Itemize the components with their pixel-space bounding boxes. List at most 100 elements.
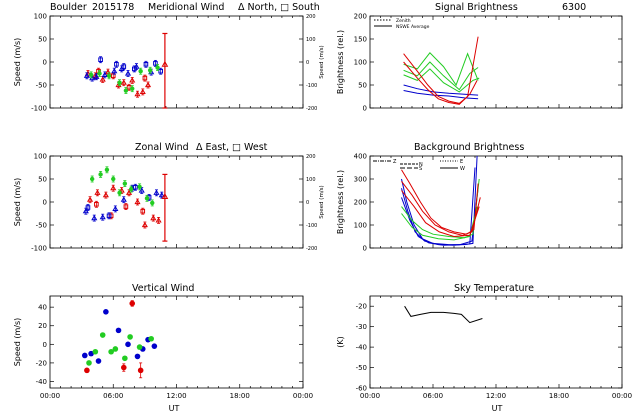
zonal-point — [158, 191, 165, 198]
meridional-point — [101, 71, 108, 77]
vertical-point — [103, 308, 109, 315]
meridional-panel: -100 -50 0 50 100 -200 -100 0 100 200 — [31, 13, 317, 113]
zonal-point — [98, 172, 103, 177]
meridional-point — [120, 79, 127, 85]
meridional-right-ytick-label: 100 — [306, 37, 316, 43]
sky-xlabel: UT — [492, 404, 503, 413]
vertical-ytick-label: -40 — [36, 378, 47, 386]
background-series-line — [401, 206, 478, 241]
zonal-point — [89, 176, 95, 182]
bg-legend-s: S — [419, 166, 422, 172]
background-ytick-label: 200 — [354, 199, 367, 207]
vertical-ytick-label: 20 — [38, 322, 47, 330]
vertical-point — [125, 341, 131, 348]
meridional-point — [123, 88, 129, 93]
zonal-point — [150, 200, 155, 206]
sky-xtick-label: 06:00 — [423, 392, 443, 400]
zonal-point — [94, 202, 99, 207]
meridional-point — [158, 68, 163, 74]
meridional-point — [98, 57, 103, 63]
meridional-frame — [49, 15, 304, 109]
vertical-ytick-label: 40 — [38, 304, 47, 312]
meridional-point — [104, 68, 112, 75]
meridional-point — [147, 68, 153, 73]
zonal-right-ytick-label: -200 — [306, 246, 317, 252]
vertical-point — [99, 332, 106, 338]
background-ytick-label: 400 — [354, 153, 367, 161]
vertical-point — [88, 350, 94, 357]
sky-frame — [369, 295, 623, 389]
zonal-point — [134, 198, 141, 205]
bg-legend-e: E — [460, 159, 463, 165]
zonal-point — [122, 181, 128, 186]
vertical-xtick-label: 00:00 — [293, 392, 313, 400]
zonal-ytick-label: 100 — [34, 153, 47, 161]
vertical-title: Vertical Wind — [132, 283, 194, 294]
zonal-errorbar-marker — [161, 192, 169, 199]
meridional-point — [97, 71, 102, 76]
signal-series-line — [403, 52, 479, 87]
background-ylabel: Brightness (rel.) — [336, 170, 345, 234]
meridional-errorbar-marker — [161, 60, 169, 67]
meridional-point — [83, 72, 90, 78]
meridional-point — [93, 73, 100, 79]
vertical-point — [115, 327, 122, 334]
sky-panel: 00:00 06:00 12:00 18:00 00:00-60-50-40-30-20 — [356, 295, 632, 400]
zonal-panel: -100 -50 0 50 100 -200 -100 0 100 200 — [31, 153, 317, 253]
meridional-title: Meridional Wind — [148, 2, 224, 13]
vertical-point — [84, 367, 90, 374]
meridional-point — [88, 72, 94, 78]
signal-ytick-label: 50 — [358, 82, 367, 90]
meridional-point — [99, 76, 106, 82]
sky-ytick-label: -20 — [356, 303, 367, 311]
vertical-point — [122, 355, 128, 362]
meridional-point — [129, 77, 136, 83]
vertical-point — [137, 367, 144, 374]
date-label: 2015178 — [92, 2, 134, 13]
sky-xtick-label: 00:00 — [360, 392, 380, 400]
meridional-right-ytick-label: -100 — [306, 83, 317, 89]
background-panel: 0 100 200 300 400 — [354, 153, 623, 253]
meridional-ytick-label: 100 — [34, 13, 47, 21]
background-ytick-label: 300 — [354, 176, 367, 184]
zonal-point — [94, 189, 101, 195]
bg-legend-w: W — [460, 166, 465, 172]
background-title: Background Brightness — [414, 142, 524, 153]
meridional-right-ytick-label: 0 — [306, 60, 309, 66]
zonal-title: Zonal Wind — [135, 142, 189, 153]
vertical-point — [86, 360, 92, 366]
zonal-right-ylabel: Speed (m/s) — [319, 185, 325, 218]
sky-title: Sky Temperature — [454, 283, 534, 294]
zonal-point — [104, 167, 110, 172]
meridional-point — [143, 62, 149, 67]
meridional-point — [139, 88, 146, 94]
zonal-point — [155, 217, 162, 223]
sky-ytick-label: -60 — [356, 385, 367, 393]
zonal-point — [106, 213, 112, 219]
vertical-point — [108, 348, 114, 355]
signal-series-line — [403, 36, 479, 104]
zonal-legend: Δ East, □ West — [196, 142, 268, 153]
zonal-point — [120, 196, 127, 202]
vertical-point — [81, 352, 88, 359]
zonal-point — [133, 184, 138, 190]
zonal-point — [91, 214, 98, 221]
meridional-right-ylabel: Speed (m/s) — [319, 45, 325, 78]
zonal-point — [153, 189, 160, 195]
vertical-xtick-label: 00:00 — [40, 392, 60, 400]
meridional-point — [111, 68, 118, 74]
signal-legend-avg: NSWE Average — [396, 24, 430, 30]
zonal-ytick-label: 0 — [43, 199, 47, 207]
signal-wavelength: 6300 — [562, 2, 586, 13]
zonal-point — [112, 205, 119, 211]
background-ytick-label: 100 — [354, 222, 367, 230]
meridional-point — [121, 64, 127, 69]
zonal-point — [85, 205, 91, 210]
meridional-ytick-label: 50 — [38, 36, 47, 44]
zonal-ytick-label: 50 — [38, 176, 47, 184]
meridional-ylabel: Speed (m/s) — [13, 38, 22, 87]
zonal-right-ytick-label: -100 — [306, 223, 317, 229]
meridional-point — [106, 73, 112, 79]
sky-xtick-label: 00:00 — [612, 392, 632, 400]
meridional-point — [132, 66, 137, 72]
